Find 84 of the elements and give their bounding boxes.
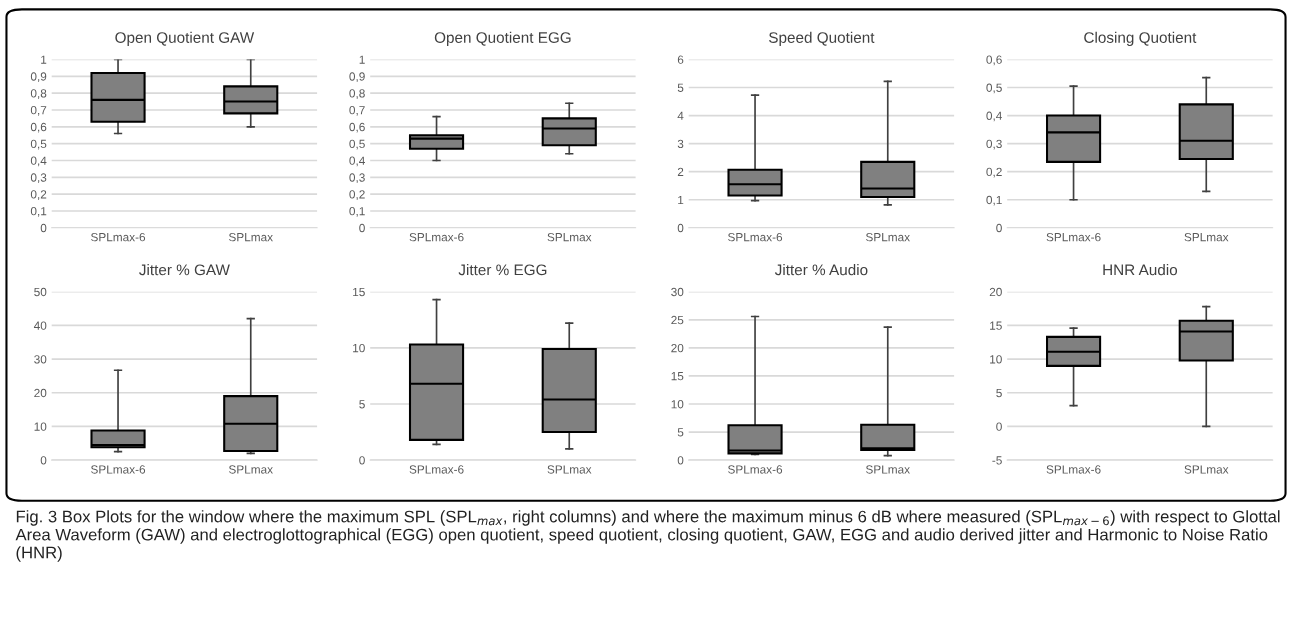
y-tick-label: 0 (40, 456, 47, 465)
x-tick-label: SPLmax (228, 232, 273, 242)
y-tick-label: 0,2 (30, 190, 47, 200)
y-tick-label: 0 (677, 223, 684, 233)
y-tick-label: 0,3 (30, 173, 47, 184)
y-tick-label: 0 (677, 456, 684, 465)
y-tick-label: 40 (33, 321, 47, 330)
y-tick-label: 0,6 (349, 122, 365, 133)
y-tick-label: 0,3 (349, 173, 365, 184)
y-tick-label: 1 (359, 55, 365, 64)
x-tick-label: SPLmax (865, 232, 910, 242)
x-tick-label: SPLmax-6 (728, 232, 783, 242)
x-tick-label: SPLmax-6 (1046, 232, 1101, 242)
y-tick-label: 0,2 (349, 190, 365, 200)
y-tick-label: 0,7 (30, 106, 47, 116)
y-tick-label: 10 (990, 355, 1002, 364)
y-tick-label: 20 (34, 388, 47, 398)
y-tick-label: 5 (677, 83, 684, 92)
y-tick-label: 3 (677, 139, 684, 149)
y-tick-label: 0,5 (30, 139, 47, 150)
y-tick-label: 30 (671, 287, 684, 297)
x-tick-label: SPLmax-6 (409, 465, 464, 474)
y-tick-label: 0,4 (986, 111, 1002, 122)
caption: Fig. 3 Box Plots for the window where the maximum SPL (SPL$_{max}$, right columns) and where the maximum minus 6 dB where measured (SPL$_{max−6}$) with respect to Glottal Area Waveform (GAW) and electroglottographical (EGG) open quotient, speed quotient, closing quotient, GAW, EGG and audio derived jitter and Harmonic to Noise Ratio (HNR) (15, 510, 1280, 562)
y-tick-label: 10 (671, 400, 684, 409)
x-tick-label: SPLmax-6 (728, 465, 783, 474)
y-tick-label: 10 (353, 343, 365, 353)
y-tick-label: 15 (353, 287, 365, 297)
y-tick-label: 0,4 (30, 156, 47, 167)
y-tick-label: 5 (996, 388, 1002, 398)
y-tick-label: 0 (359, 223, 365, 233)
y-tick-label: 25 (671, 315, 684, 325)
y-tick-label: 0,1 (30, 207, 47, 217)
chart-title: Jitter % GAW (139, 264, 230, 276)
x-tick-label: SPLmax (547, 232, 592, 242)
y-tick-label: 0,8 (30, 89, 47, 99)
x-tick-label: SPLmax (1184, 465, 1229, 474)
y-tick-label: 6 (677, 55, 684, 64)
y-tick-label: 20 (671, 343, 684, 353)
y-tick-label: 0,2 (986, 167, 1002, 178)
y-tick-label: 5 (677, 428, 684, 437)
y-tick-label: 4 (677, 111, 684, 120)
x-tick-label: SPLmax (865, 465, 910, 474)
y-tick-label: 0,7 (349, 106, 365, 116)
y-tick-label: 0,8 (349, 89, 365, 99)
y-tick-label: 0,4 (349, 156, 365, 167)
chart-title: Open Quotient EGG (434, 31, 571, 46)
y-tick-label: 15 (990, 321, 1002, 330)
y-tick-label: 10 (34, 422, 47, 431)
x-tick-label: SPLmax-6 (91, 465, 146, 474)
y-tick-label: 15 (671, 372, 684, 381)
x-tick-label: SPLmax (1184, 232, 1229, 242)
y-tick-label: 0,6 (986, 55, 1002, 66)
y-tick-label: 20 (989, 287, 1002, 297)
y-tick-label: 1 (41, 55, 47, 64)
y-tick-label: 30 (34, 355, 47, 364)
y-tick-label: 0,1 (349, 207, 365, 217)
chart-title: Jitter % EGG (458, 264, 547, 276)
y-tick-label: 2 (677, 167, 684, 176)
chart-title: HNR Audio (1103, 264, 1178, 276)
y-tick-label: 0,9 (30, 72, 47, 83)
y-tick-label: 0,1 (986, 195, 1002, 206)
y-tick-label: 0,5 (349, 139, 365, 150)
chart-title: Speed Quotient (769, 31, 875, 46)
y-tick-label: 50 (34, 287, 47, 297)
y-tick-label: 0 (359, 456, 365, 465)
y-tick-label: 0 (996, 223, 1002, 233)
y-tick-label: 0,5 (986, 83, 1002, 94)
chart-title: Open Quotient GAW (115, 31, 255, 46)
y-tick-label: 0,9 (349, 72, 365, 83)
chart-title: Closing Quotient (1084, 31, 1197, 46)
x-tick-label: SPLmax-6 (91, 232, 146, 242)
x-tick-label: SPLmax-6 (409, 232, 464, 242)
y-tick-label: 0,6 (30, 122, 47, 133)
y-tick-label: -5 (992, 456, 1002, 465)
y-tick-label: 1 (678, 195, 684, 205)
y-tick-label: 0 (40, 223, 47, 233)
x-tick-label: SPLmax (228, 465, 273, 474)
y-tick-label: 0 (996, 422, 1002, 431)
chart-title: Jitter % Audio (774, 264, 868, 276)
x-tick-label: SPLmax (547, 465, 592, 474)
y-tick-label: 5 (359, 400, 365, 409)
y-tick-label: 0,3 (986, 139, 1002, 150)
x-tick-label: SPLmax-6 (1046, 465, 1101, 474)
